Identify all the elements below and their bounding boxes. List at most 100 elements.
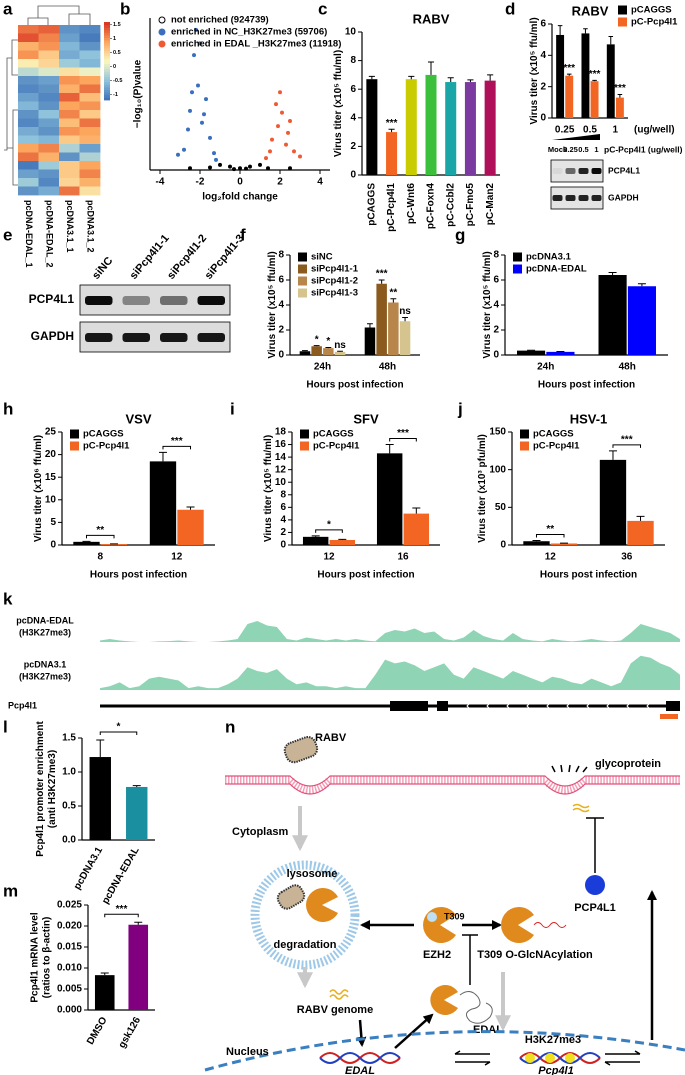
bar bbox=[364, 327, 376, 355]
heatmap-cell bbox=[79, 169, 101, 179]
significance-label: * bbox=[117, 722, 121, 733]
colorbar-step bbox=[104, 40, 110, 44]
x-tick-label: pC-Fmo5 bbox=[465, 183, 476, 227]
colorbar-step bbox=[104, 45, 110, 49]
heatmap-cell bbox=[18, 118, 39, 128]
y-tick-label: 10 bbox=[275, 477, 287, 488]
y-tick-label: 0.000 bbox=[57, 1005, 82, 1016]
bar bbox=[299, 351, 311, 355]
significance-bracket bbox=[104, 913, 139, 918]
point bbox=[276, 124, 280, 129]
colorbar-step bbox=[104, 92, 110, 96]
heatmap-cell bbox=[79, 118, 101, 128]
heatmap-cell bbox=[59, 101, 80, 111]
point bbox=[278, 90, 282, 95]
x-tick-label: 12 bbox=[545, 552, 557, 563]
colorbar-tick-label: 1 bbox=[113, 36, 116, 42]
error-bar bbox=[337, 350, 343, 352]
significance-label: *** bbox=[621, 434, 633, 445]
modification-label: T309 O-GlcNAcylation bbox=[477, 949, 593, 961]
significance-label: * bbox=[315, 334, 319, 345]
legend-swatch bbox=[520, 429, 529, 439]
blot-band bbox=[85, 333, 113, 342]
colorbar-step bbox=[104, 27, 110, 31]
x-tick-label: 48h bbox=[379, 362, 396, 373]
x-tick-label: 16 bbox=[397, 552, 409, 563]
point bbox=[208, 135, 212, 140]
bar bbox=[73, 541, 100, 545]
heatmap-cell bbox=[18, 33, 39, 43]
point bbox=[214, 157, 218, 162]
significance-label: * bbox=[326, 336, 330, 347]
error-bar bbox=[186, 506, 195, 510]
x-tick-label: 1 bbox=[613, 125, 619, 136]
y-tick-label: 6 bbox=[278, 275, 284, 286]
heatmap-cell bbox=[79, 135, 101, 145]
heatmap-cell bbox=[59, 110, 80, 119]
heatmap-cell bbox=[38, 178, 60, 187]
y-axis-label: Pcp4l1 promoter enrichment bbox=[35, 721, 46, 857]
colorbar-step bbox=[104, 35, 110, 38]
bar bbox=[100, 544, 128, 545]
chart-title: VSV bbox=[125, 411, 151, 426]
blot-treatment: pC-Pcp4l1 (ug/well) bbox=[604, 144, 683, 154]
y-tick-label: 0.025 bbox=[57, 900, 82, 911]
colorbar-step bbox=[104, 22, 110, 25]
bar bbox=[425, 74, 437, 175]
column-label: pcDNA-EDAL_2 bbox=[44, 200, 54, 268]
gene-to-rna bbox=[394, 1013, 434, 1049]
rabv-genome bbox=[329, 989, 349, 1000]
heatmap-cell bbox=[18, 50, 39, 60]
x-tick-label: 4 bbox=[317, 177, 323, 188]
significance-label: *** bbox=[563, 63, 575, 74]
nucleus-label: Nucleus bbox=[226, 1046, 269, 1058]
column-label: pcDNA3.1_1 bbox=[65, 200, 75, 253]
y-tick-label: 10 bbox=[345, 27, 357, 38]
point bbox=[286, 130, 290, 135]
virion-body bbox=[283, 736, 319, 764]
legend-swatch bbox=[298, 276, 307, 286]
point bbox=[200, 120, 204, 125]
error-bar bbox=[447, 77, 454, 83]
colorbar-step bbox=[104, 53, 110, 57]
y-tick-label: 0.5 bbox=[62, 801, 76, 812]
x-tick-label: 0 bbox=[237, 177, 243, 188]
bar bbox=[177, 509, 204, 545]
error-bar bbox=[532, 539, 541, 542]
bar bbox=[565, 75, 574, 118]
y-tick-label: 4 bbox=[493, 300, 499, 311]
heatmap-cell bbox=[79, 93, 101, 102]
signal-track bbox=[100, 621, 680, 642]
bar bbox=[599, 459, 627, 545]
dna-strand bbox=[519, 1052, 601, 1064]
x-tick-label: pC-Foxn4 bbox=[426, 183, 437, 230]
legend-swatch bbox=[298, 252, 307, 262]
heatmap-cell bbox=[18, 110, 39, 119]
x-tick-label: 48h bbox=[619, 362, 636, 373]
error-bar bbox=[617, 94, 623, 98]
legend-label: enriched in NC_H3K27me3 (59706) bbox=[171, 27, 327, 38]
heatmap-cell bbox=[59, 84, 80, 94]
track-label: pcDNA-EDAL bbox=[16, 615, 74, 625]
equilibrium-arrows bbox=[604, 1050, 641, 1066]
error-bar bbox=[378, 279, 385, 284]
membrane-outer bbox=[225, 775, 680, 787]
point bbox=[274, 102, 278, 107]
y-tick-label: 0 bbox=[500, 540, 506, 551]
significance-label: ** bbox=[96, 525, 104, 536]
blot-band bbox=[85, 296, 113, 305]
dna-strand bbox=[319, 1052, 401, 1064]
heatmap-cell bbox=[79, 186, 101, 196]
colorbar-step bbox=[104, 42, 110, 46]
bar bbox=[523, 541, 550, 545]
legend-label: not enriched (924739) bbox=[171, 15, 269, 26]
heatmap-cell bbox=[18, 67, 39, 77]
point bbox=[212, 151, 216, 156]
significance-bracket bbox=[99, 731, 138, 736]
panel-label: f bbox=[240, 225, 246, 244]
error-bar bbox=[367, 323, 373, 328]
colorbar-step bbox=[104, 37, 110, 41]
x-tick-label: DMSO bbox=[85, 1015, 110, 1047]
equilibrium-arrows bbox=[454, 1050, 491, 1066]
